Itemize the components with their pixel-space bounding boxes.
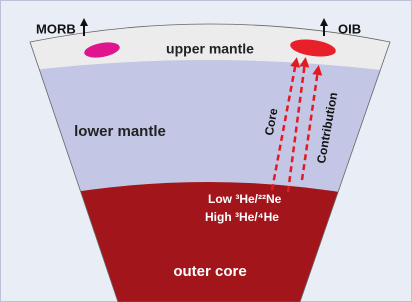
ratio-low-label: Low ³He/²²Ne [208, 192, 282, 206]
oib-label: OIB [338, 21, 361, 36]
morb-label: MORB [36, 21, 76, 36]
ratio-high-label: High ³He/⁴He [205, 210, 279, 224]
lower-mantle-label: lower mantle [74, 123, 166, 140]
upper-mantle-label: upper mantle [166, 41, 254, 57]
diagram: MORB OIB upper mantle lower mantle Core … [0, 0, 412, 302]
outer-core-label: outer core [173, 263, 246, 280]
